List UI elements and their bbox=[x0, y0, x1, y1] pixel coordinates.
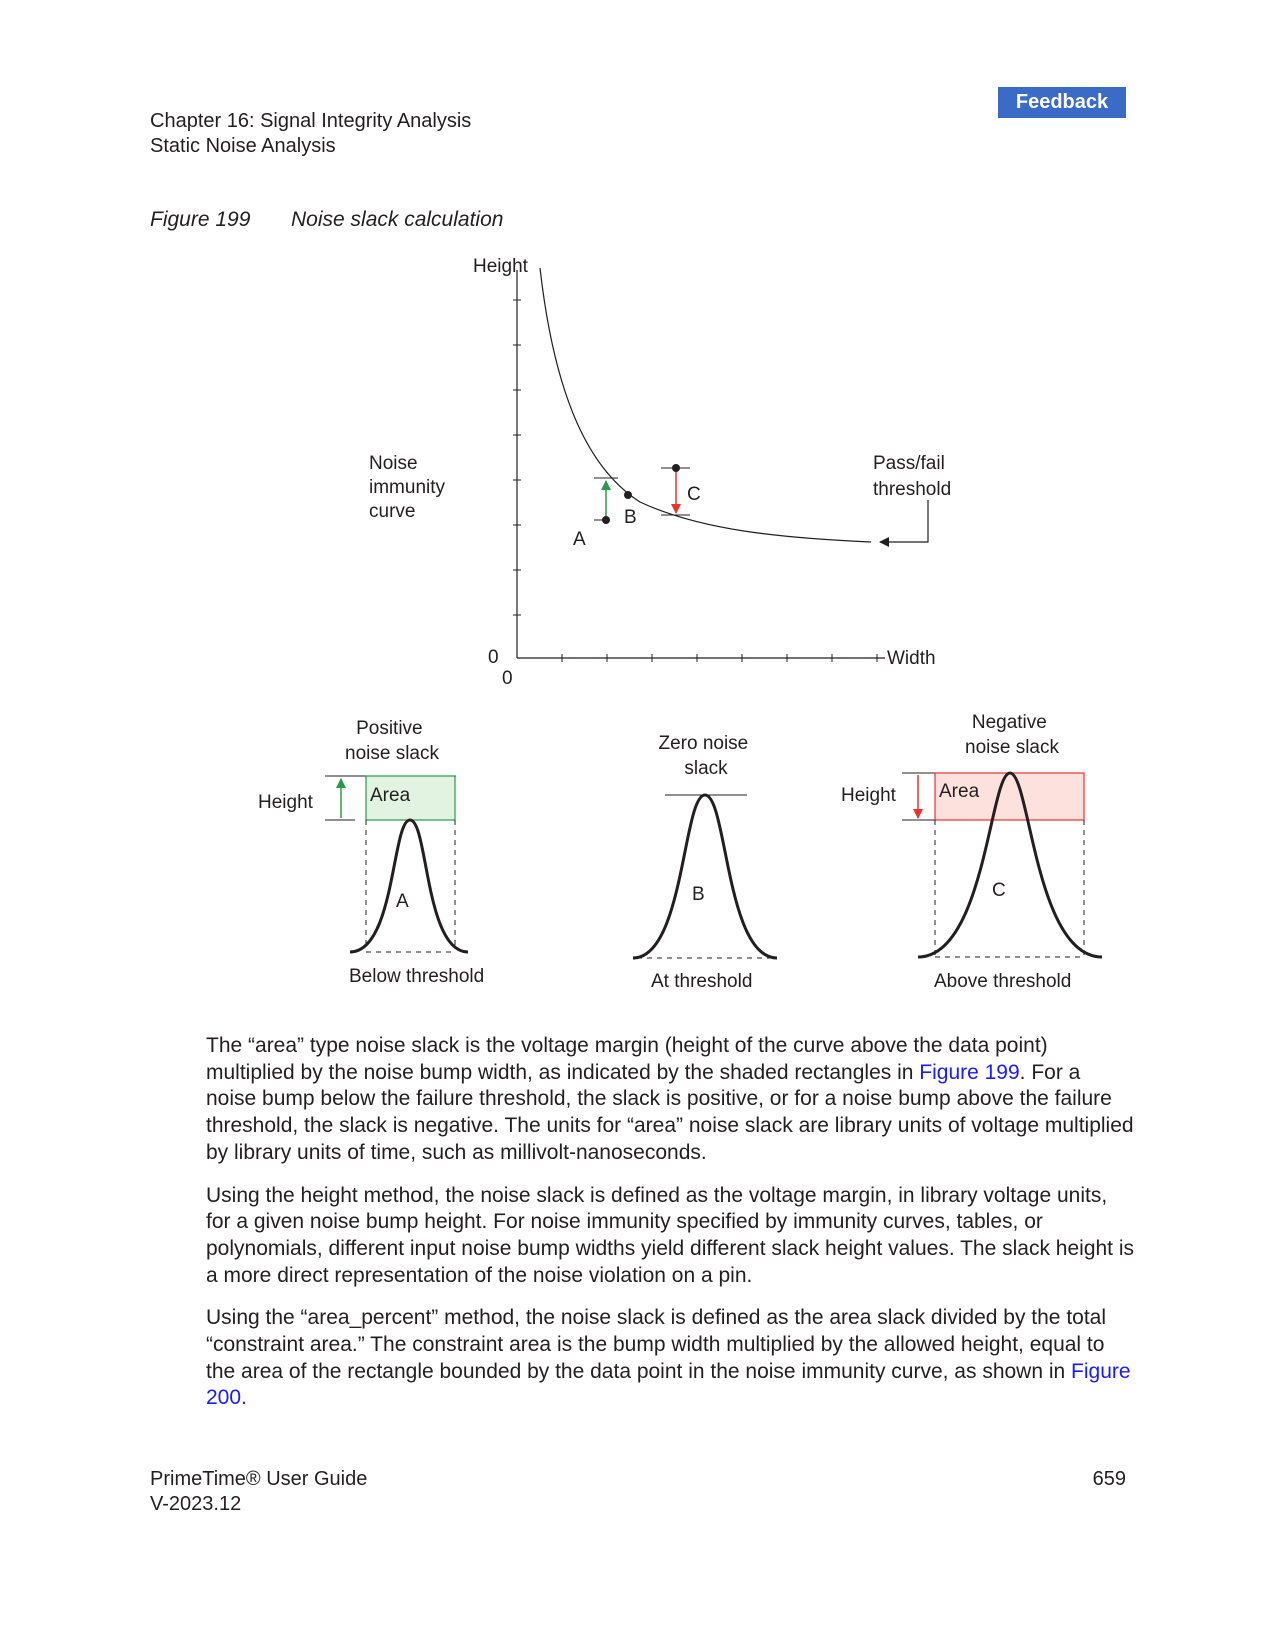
footer-left: PrimeTime® User Guide V-2023.12 bbox=[150, 1467, 367, 1517]
positive-height-label: Height bbox=[258, 792, 314, 813]
positive-area-rect bbox=[365, 775, 456, 821]
threshold-label: Pass/fail threshold bbox=[873, 453, 951, 500]
chapter-title: Chapter 16: Signal Integrity Analysis bbox=[150, 110, 472, 132]
negative-height-label: Height bbox=[841, 785, 897, 806]
y-axis-label: Height bbox=[473, 256, 529, 277]
negative-bump-label: C bbox=[992, 880, 1006, 901]
x-axis-ticks bbox=[561, 654, 878, 662]
negative-slack-title: Negative noise slack bbox=[965, 712, 1059, 758]
zero-slack-panel: Zero noise slack B At threshold bbox=[632, 733, 778, 992]
noise-slack-figure: Height Width 0 0 Noise immunity curve Pa… bbox=[258, 256, 1103, 992]
version: V-2023.12 bbox=[150, 1493, 242, 1515]
noise-immunity-plot: Height Width 0 0 Noise immunity curve Pa… bbox=[369, 256, 951, 689]
zero-slack-title: Zero noise slack bbox=[658, 733, 753, 779]
y-axis-ticks bbox=[513, 299, 521, 616]
threshold-callout-arrow bbox=[879, 500, 929, 547]
zero-noise-bump bbox=[632, 793, 778, 960]
figure-199-link[interactable]: Figure 199 bbox=[919, 1060, 1020, 1084]
product-name: PrimeTime® User Guide bbox=[150, 1468, 368, 1490]
page-number: 659 bbox=[1092, 1468, 1126, 1490]
point-c-label: C bbox=[687, 484, 701, 505]
zero-caption: At threshold bbox=[651, 971, 752, 992]
paragraph-area-percent: Using the “area_percent” method, the noi… bbox=[206, 1306, 1131, 1410]
zero-bump-label: B bbox=[692, 884, 705, 905]
positive-slack-panel: Positive noise slack Height Area A Below… bbox=[258, 718, 484, 987]
positive-bump-label: A bbox=[396, 891, 409, 912]
point-a-dot bbox=[602, 516, 610, 524]
point-b-label: B bbox=[624, 507, 637, 528]
positive-area-label: Area bbox=[370, 785, 411, 806]
positive-caption: Below threshold bbox=[349, 966, 484, 987]
curve-label: Noise immunity curve bbox=[369, 453, 450, 522]
section-title: Static Noise Analysis bbox=[150, 135, 336, 157]
negative-area-rect bbox=[934, 772, 1085, 821]
figure-200-link[interactable]: Figure 200 bbox=[206, 1359, 1131, 1410]
negative-slack-panel: Negative noise slack Height Area C Above… bbox=[841, 712, 1103, 992]
positive-noise-bump bbox=[349, 818, 469, 954]
point-c-dot bbox=[672, 464, 680, 472]
noise-immunity-curve bbox=[539, 267, 872, 543]
figure-caption: Figure 199 Noise slack calculation bbox=[150, 208, 503, 232]
y-origin-label: 0 bbox=[488, 647, 499, 668]
running-header: Chapter 16: Signal Integrity Analysis St… bbox=[150, 109, 471, 159]
positive-slack-title: Positive noise slack bbox=[345, 718, 439, 764]
figure-title: Noise slack calculation bbox=[291, 208, 504, 231]
negative-caption: Above threshold bbox=[934, 971, 1071, 992]
negative-noise-bump bbox=[917, 771, 1103, 959]
point-b-dot bbox=[624, 491, 632, 499]
body-text: The “area” type noise slack is the volta… bbox=[206, 1033, 1136, 1428]
x-origin-label: 0 bbox=[502, 668, 513, 689]
feedback-button[interactable]: Feedback bbox=[998, 87, 1126, 118]
x-axis-label: Width bbox=[887, 648, 936, 669]
point-a-label: A bbox=[573, 529, 586, 550]
paragraph-area-slack: The “area” type noise slack is the volta… bbox=[206, 1034, 1134, 1164]
negative-area-label: Area bbox=[939, 781, 980, 802]
figure-number: Figure 199 bbox=[150, 208, 251, 231]
paragraph-height-method: Using the height method, the noise slack… bbox=[206, 1183, 1135, 1287]
